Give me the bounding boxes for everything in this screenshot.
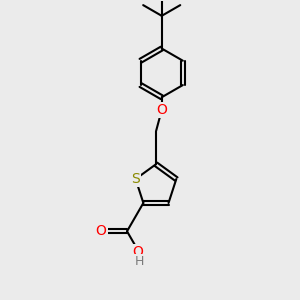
Text: O: O — [96, 224, 106, 238]
Text: S: S — [131, 172, 140, 186]
Text: O: O — [156, 103, 167, 117]
Text: H: H — [135, 254, 144, 268]
Text: O: O — [133, 245, 144, 259]
